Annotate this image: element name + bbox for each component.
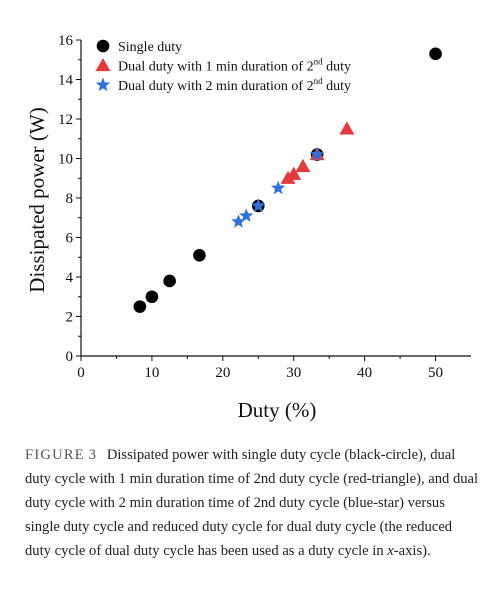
y-axis-title: Dissipated power (W) [25, 107, 49, 292]
x-tick-label: 30 [286, 365, 301, 381]
caption-text-end: -axis). [393, 543, 431, 559]
triangle-point [295, 158, 311, 173]
triangle-point [286, 166, 302, 180]
axes: 0 10 20 30 40 50 0 2 4 6 8 10 12 14 16 [58, 33, 471, 381]
y-tick-label: 16 [58, 33, 74, 49]
scatter-chart: 0 10 20 30 40 50 0 2 4 6 8 10 12 14 16 Single duty Dual… [25, 33, 471, 422]
star-point [239, 208, 254, 222]
y-tick-label: 14 [58, 73, 74, 89]
y-tick-label: 0 [66, 349, 74, 365]
caption-italic: x [387, 543, 394, 559]
circle-point [145, 290, 159, 304]
y-tick-label: 4 [66, 270, 74, 286]
y-tick-label: 10 [58, 152, 73, 168]
circle-point [429, 47, 442, 61]
star-point [231, 214, 246, 228]
legend-entry-label: Dual duty with 2 min duration of 2nd dut… [118, 76, 351, 94]
legend-star-marker [95, 77, 111, 92]
legend-entry-label: Single duty [118, 40, 182, 55]
x-tick-label: 10 [144, 365, 159, 381]
star-point [309, 147, 325, 161]
x-tick-label: 0 [77, 365, 85, 381]
legend-entry-label: Dual duty with 1 min duration of 2nd dut… [118, 57, 351, 75]
y-tick-label: 2 [66, 310, 74, 326]
x-tick-label: 40 [357, 365, 372, 381]
circle-point [133, 300, 147, 313]
star-point [251, 198, 266, 212]
triangle-point [339, 121, 355, 135]
star-point [270, 180, 286, 195]
figure-label: FIGURE [25, 447, 85, 463]
y-tick-label: 6 [66, 231, 74, 247]
figure-number: 3 [88, 447, 96, 463]
circle-point [193, 248, 206, 262]
x-tick-label: 50 [428, 365, 443, 381]
data-marks [133, 47, 442, 313]
y-tick-label: 8 [66, 191, 74, 207]
figure-caption: FIGURE 3 Dissipated power with single du… [25, 443, 480, 563]
legend-circle-marker [96, 39, 110, 53]
x-tick-label: 20 [215, 365, 230, 381]
legend: Single duty Dual duty with 1 min duration… [95, 39, 351, 94]
y-tick-label: 12 [58, 112, 73, 128]
caption-text: Dissipated power with single duty cycle … [25, 447, 479, 559]
legend-triangle-marker [95, 58, 111, 72]
circle-point [163, 274, 176, 288]
x-axis-title: Duty (%) [238, 398, 317, 422]
